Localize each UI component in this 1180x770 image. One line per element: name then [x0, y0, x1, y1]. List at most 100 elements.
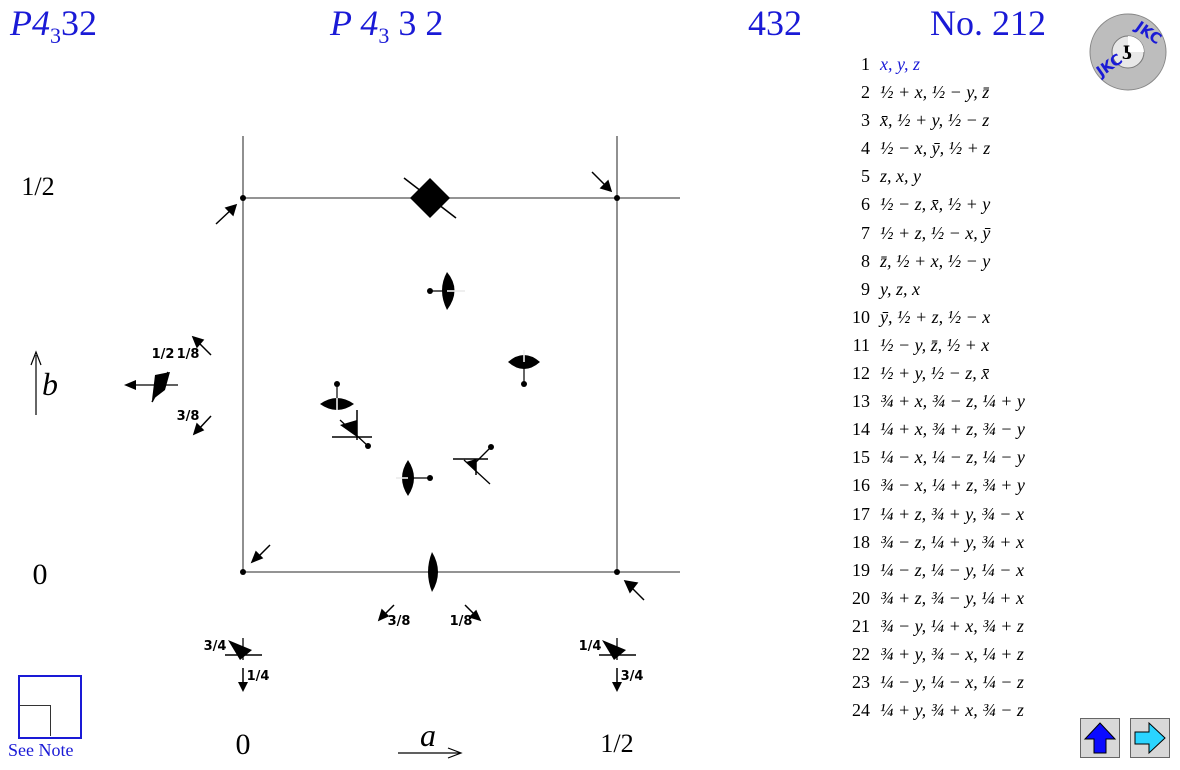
space-group-number: No. 212	[930, 3, 1046, 43]
operation-row: 1 x, y, z	[846, 50, 1025, 78]
a-axis-arrow: a	[398, 717, 463, 759]
label-bottom-three-eighths: 3/8	[388, 614, 411, 629]
operation-number: 23	[852, 672, 870, 693]
operation-number: 22	[852, 643, 870, 664]
operation-expression: ½ + y, ½ − z, x̄	[880, 363, 990, 384]
operation-row: 14 ¼ + x, ¾ + z, ¾ − y	[846, 415, 1025, 443]
operation-expression: ½ + x, ½ − y, z̄	[880, 82, 990, 103]
operation-row: 16 ¾ − x, ¼ + z, ¾ + y	[846, 471, 1025, 499]
operation-row: 20 ¾ + z, ¾ − y, ¼ + x	[846, 584, 1025, 612]
operation-number: 10	[852, 306, 870, 327]
operation-number: 24	[852, 700, 870, 721]
label-left-half: 1/2	[152, 347, 175, 362]
x-zero-label: 0	[236, 728, 251, 761]
operation-expression: ¼ + y, ¾ + x, ¾ − z	[880, 700, 1024, 721]
operation-expression: ¼ − x, ¼ − z, ¼ − y	[880, 447, 1025, 468]
full-hm-symbol: P 43 3 2	[330, 3, 444, 49]
operation-number: 16	[852, 475, 870, 496]
operation-row: 21 ¾ − y, ¼ + x, ¾ + z	[846, 612, 1025, 640]
symmetry-diagram: 1/2 0 0 1/2 b a	[21, 136, 680, 761]
svg-text:b: b	[42, 366, 58, 402]
svg-text:1/4: 1/4	[579, 639, 602, 654]
operation-expression: ȳ, ½ + z, ½ − x	[880, 306, 991, 327]
corner-arrows	[215, 171, 645, 601]
operation-number: 7	[861, 222, 870, 243]
three-fold-axis-left-edge	[124, 371, 178, 403]
operation-expression: ½ − x, ȳ, ½ + z	[880, 138, 991, 159]
three-fold-axis-right-center	[453, 444, 494, 485]
operation-expression: ¾ − y, ¼ + x, ¾ + z	[880, 615, 1024, 636]
see-note-link[interactable]: See Note	[8, 740, 74, 760]
left-side-arrows	[191, 335, 212, 436]
operation-expression: ¾ − x, ¼ + z, ¾ + y	[880, 475, 1025, 496]
svg-text:3/4: 3/4	[204, 639, 227, 654]
point-group: 432	[748, 3, 802, 43]
operation-expression: ½ − z, x̄, ½ + y	[880, 194, 991, 215]
two-fold-axis-left	[320, 381, 354, 410]
operation-number: 12	[852, 363, 870, 384]
operation-number: 9	[861, 278, 870, 299]
nav-next-button[interactable]	[1130, 718, 1170, 758]
operation-number: 8	[861, 250, 870, 271]
unit-cell-lines	[242, 136, 680, 573]
see-note-icon[interactable]	[18, 675, 82, 739]
operation-number: 21	[852, 615, 870, 636]
operation-number: 17	[852, 503, 870, 524]
svg-text:a: a	[420, 717, 436, 753]
short-hm-symbol: P4332	[10, 3, 97, 49]
operation-expression: ¾ − z, ¼ + y, ¾ + x	[880, 531, 1024, 552]
two-fold-axis-right	[508, 350, 540, 387]
three-fold-axis-bottom-right: 1/4 3/4	[579, 638, 644, 692]
two-fold-axis-bottom-edge	[428, 552, 438, 592]
operation-row: 15 ¼ − x, ¼ − z, ¼ − y	[846, 443, 1025, 471]
operation-number: 15	[852, 447, 870, 468]
y-half-label: 1/2	[21, 172, 54, 201]
operation-expression: y, z, x	[880, 278, 920, 299]
arrow-up-icon	[1083, 722, 1117, 754]
operation-row: 19 ¼ − z, ¼ − y, ¼ − x	[846, 556, 1025, 584]
operation-expression: x, y, z	[880, 54, 920, 74]
operation-row: 8 z̄, ½ + x, ½ − y	[846, 247, 1025, 275]
operation-expression: ½ + z, ½ − x, ȳ	[880, 222, 991, 243]
two-fold-axis-lower	[396, 460, 433, 496]
bottom-side-arrows	[377, 604, 482, 622]
svg-text:ʖ: ʖ	[1122, 43, 1132, 64]
operation-number: 1	[861, 54, 870, 74]
operation-row: 13 ¾ + x, ¾ − z, ¼ + y	[846, 387, 1025, 415]
operation-number: 18	[852, 531, 870, 552]
operation-expression: ¼ + x, ¾ + z, ¾ − y	[880, 419, 1025, 440]
operation-row: 17 ¼ + z, ¾ + y, ¾ − x	[846, 500, 1025, 528]
operation-row: 24 ¼ + y, ¾ + x, ¾ − z	[846, 696, 1025, 724]
operation-expression: ¼ − z, ¼ − y, ¼ − x	[880, 559, 1024, 580]
svg-text:1/4: 1/4	[247, 669, 270, 684]
operation-expression: z̄, ½ + x, ½ − y	[880, 250, 991, 271]
operation-number: 20	[852, 587, 870, 608]
nav-up-button[interactable]	[1080, 718, 1120, 758]
svg-text:3/4: 3/4	[621, 669, 644, 684]
operation-row: 7 ½ + z, ½ − x, ȳ	[846, 219, 1025, 247]
operation-expression: ¾ + x, ¾ − z, ¼ + y	[880, 391, 1025, 412]
operation-row: 10 ȳ, ½ + z, ½ − x	[846, 303, 1025, 331]
operation-row: 5 z, x, y	[846, 162, 1025, 190]
operation-row: 9 y, z, x	[846, 275, 1025, 303]
three-fold-axis-center	[332, 410, 372, 449]
three-fold-axis-bottom-left: 3/4 1/4	[204, 638, 270, 692]
symmetry-operations-list: 1 x, y, z 2 ½ + x, ½ − y, z̄ 3 x̄, ½ + y, ½ −…	[846, 50, 1025, 724]
y-zero-label: 0	[33, 558, 48, 591]
operation-number: 4	[861, 138, 870, 159]
operation-expression: ¾ + y, ¾ − x, ¼ + z	[880, 643, 1024, 664]
operation-number: 3	[861, 110, 870, 131]
operation-number: 14	[852, 419, 870, 440]
operation-row: 2 ½ + x, ½ − y, z̄	[846, 78, 1025, 106]
jkc-logo[interactable]: ʖ JKC JKC	[1088, 12, 1168, 92]
arrow-right-icon	[1134, 721, 1166, 755]
operation-row: 11 ½ − y, z̄, ½ + x	[846, 331, 1025, 359]
operation-expression: ¾ + z, ¾ − y, ¼ + x	[880, 587, 1024, 608]
two-fold-axis-top	[427, 272, 465, 310]
operation-row: 18 ¾ − z, ¼ + y, ¾ + x	[846, 528, 1025, 556]
label-bottom-one-eighth: 1/8	[450, 614, 473, 629]
operation-number: 11	[852, 334, 870, 355]
operation-number: 2	[861, 82, 870, 103]
operation-expression: ½ − y, z̄, ½ + x	[880, 334, 990, 355]
operation-number: 6	[861, 194, 870, 215]
